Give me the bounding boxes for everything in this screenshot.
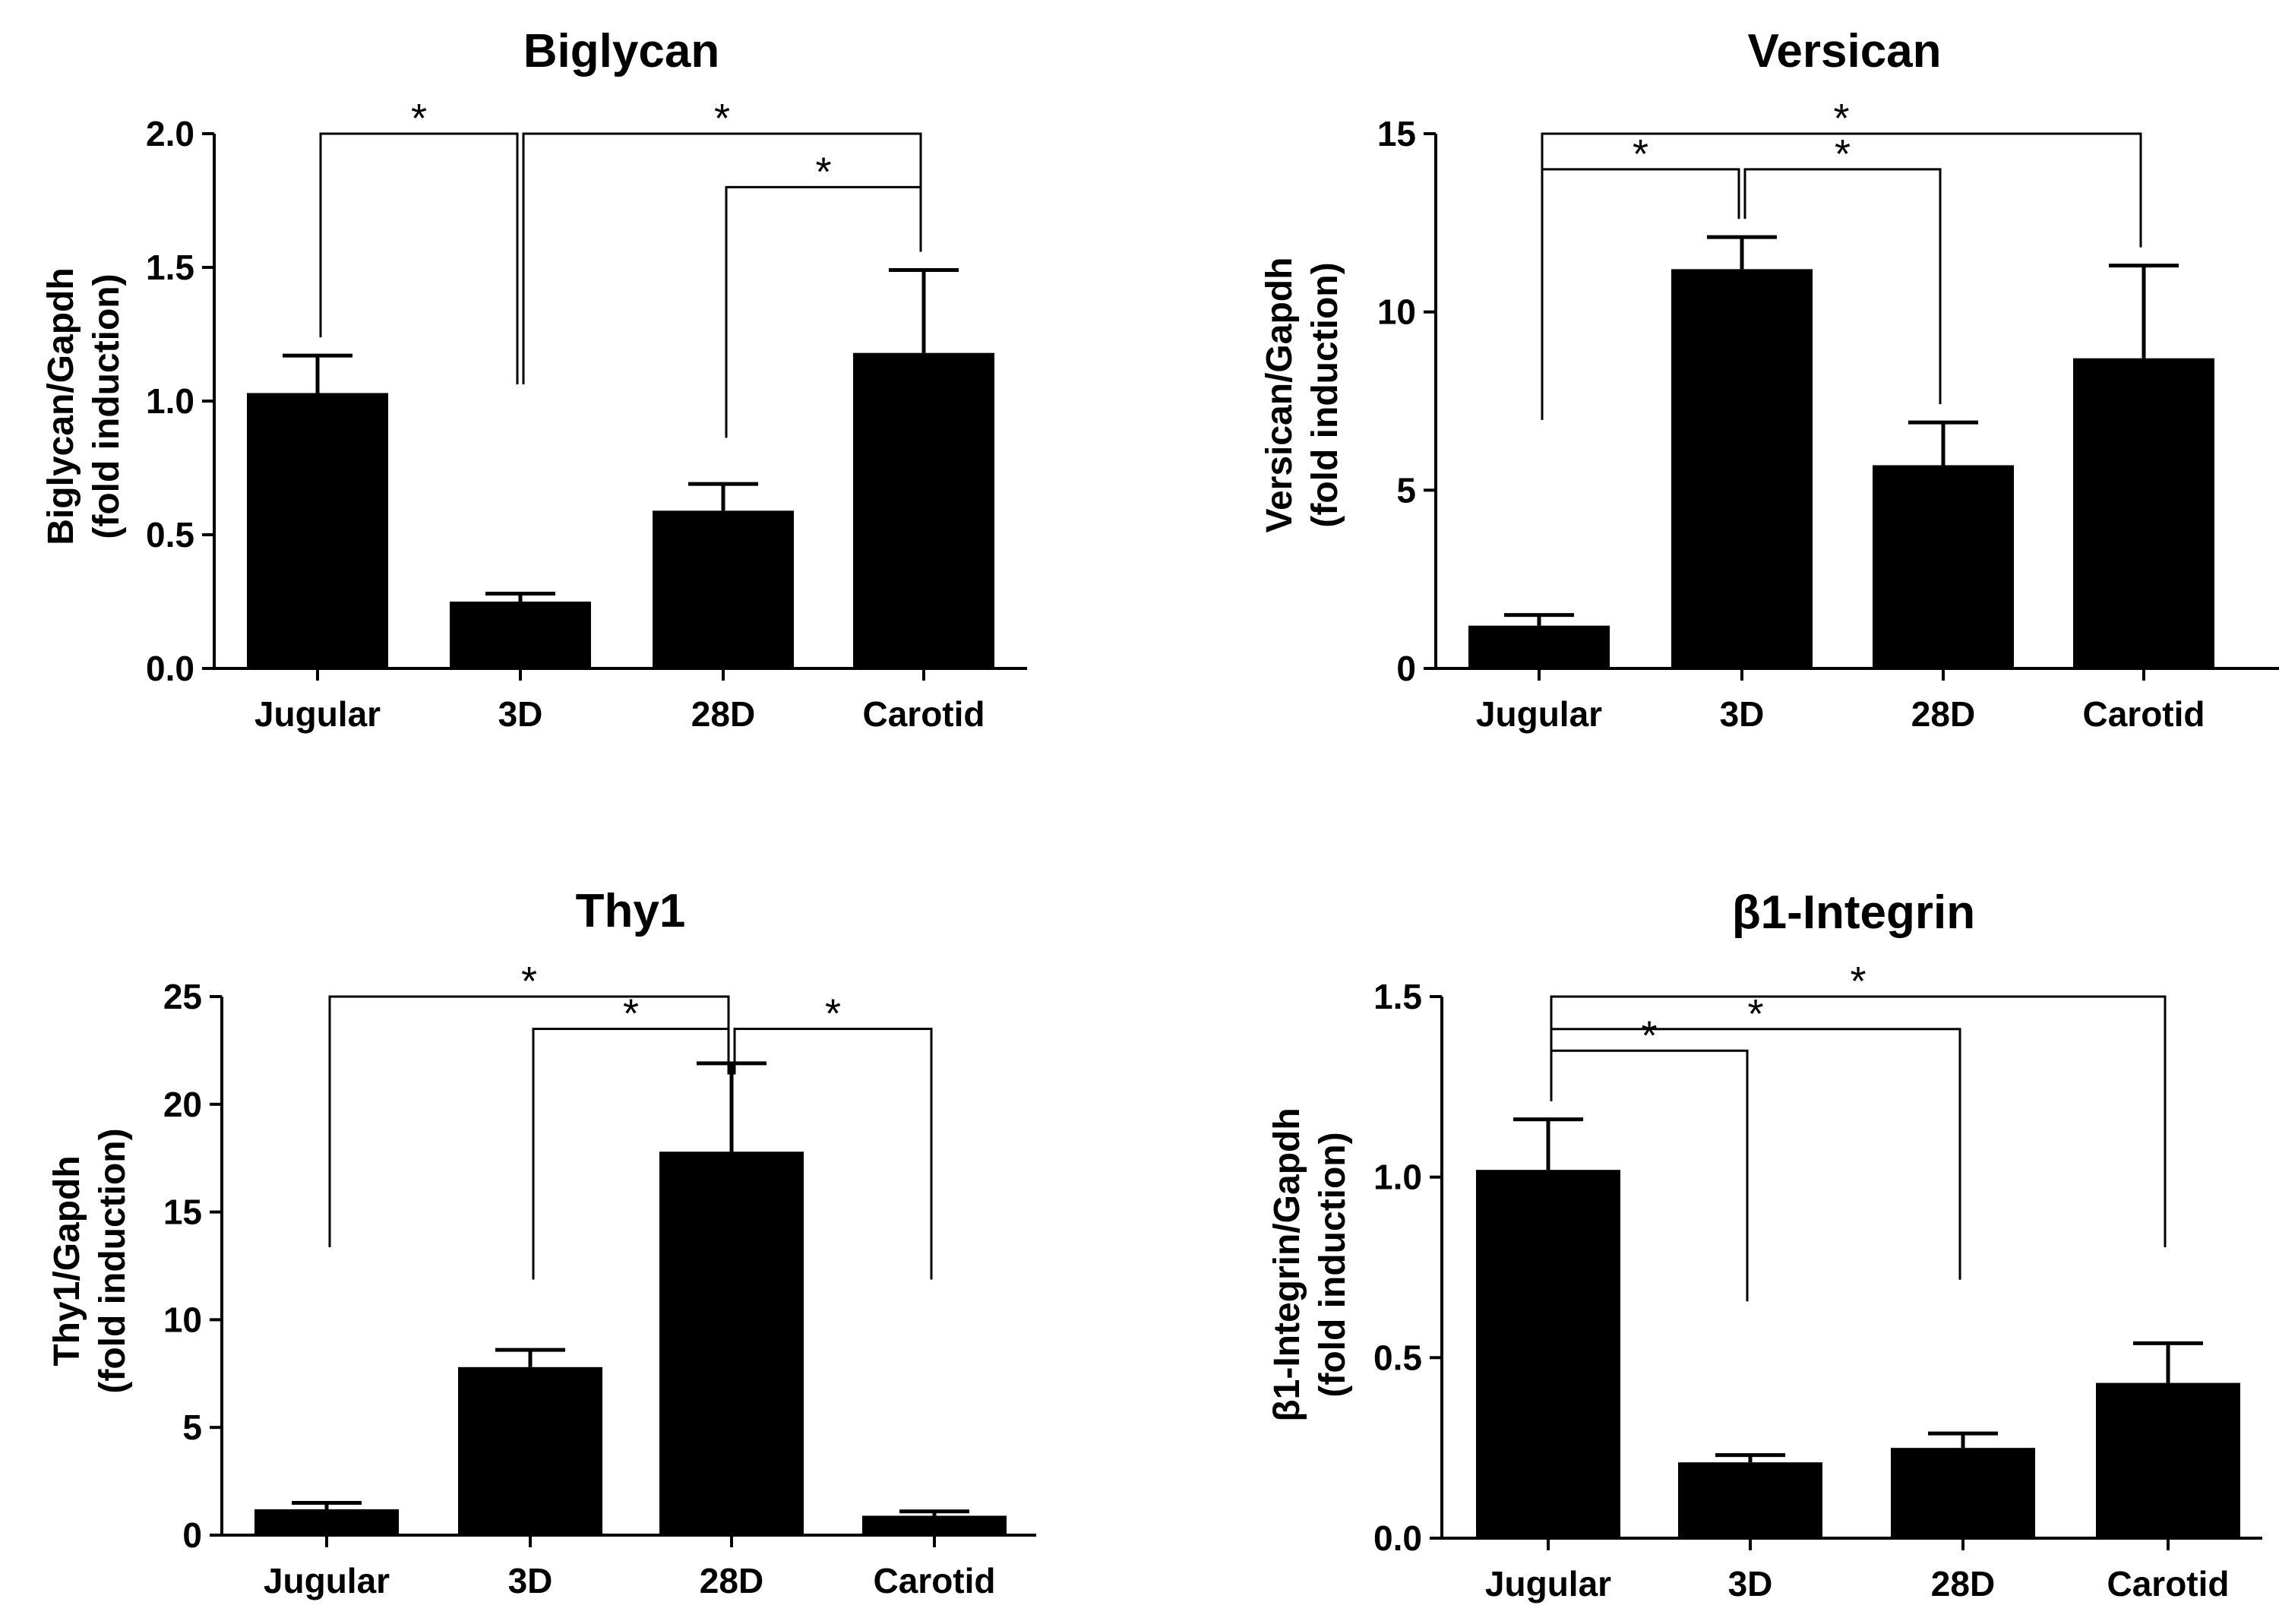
bar-jugular bbox=[1468, 625, 1610, 668]
y-tick-label: 1.5 bbox=[1373, 977, 1422, 1016]
x-tick-label: Carotid bbox=[2107, 1564, 2230, 1603]
y-tick-label: 25 bbox=[163, 977, 202, 1016]
x-tick-label: Carotid bbox=[874, 1561, 996, 1600]
bar-jugular bbox=[254, 1509, 399, 1535]
significance-bracket bbox=[328, 995, 730, 1247]
significance-star: * bbox=[1835, 131, 1851, 177]
x-tick-label: 3D bbox=[498, 694, 543, 734]
y-axis-label-line2: (fold induction) bbox=[1313, 1132, 1353, 1397]
bar-28d bbox=[1873, 465, 2014, 668]
y-tick-label: 20 bbox=[163, 1085, 202, 1124]
y-tick-label: 0.0 bbox=[1373, 1518, 1422, 1558]
y-tick-label: 0 bbox=[182, 1515, 202, 1555]
plot-area: 0 5 10 15 20 25 Jugular 3D 28D Carotid * * * bbox=[163, 959, 1036, 1600]
chart-versican: Versican Versican/Gapdh (fold induction)… bbox=[1260, 25, 2279, 734]
y-axis-label-line2: (fold induction) bbox=[87, 273, 127, 539]
y-tick-label: 0.5 bbox=[1373, 1338, 1422, 1377]
x-tick-label: Jugular bbox=[254, 694, 381, 734]
y-tick-label: 1.0 bbox=[146, 381, 194, 421]
bar-28d bbox=[659, 1152, 804, 1535]
chart-title: Versican bbox=[1747, 25, 1941, 77]
significance-star: * bbox=[1633, 131, 1648, 177]
y-tick-label: 15 bbox=[1377, 114, 1416, 153]
x-tick-label: Carotid bbox=[863, 694, 985, 734]
x-tick-label: 3D bbox=[508, 1561, 553, 1600]
chart-beta1-integrin: β1-Integrin β1-Integrin/Gapdh (fold indu… bbox=[1267, 886, 2262, 1603]
bar-3d bbox=[458, 1366, 602, 1535]
significance-bracket bbox=[1550, 1049, 1749, 1302]
y-tick-label: 0.0 bbox=[146, 649, 194, 688]
y-tick-label: 15 bbox=[163, 1193, 202, 1232]
x-tick-label: 3D bbox=[1720, 694, 1765, 734]
chart-title: Biglycan bbox=[523, 25, 719, 77]
bar-jugular bbox=[247, 393, 388, 668]
y-tick-label: 10 bbox=[163, 1300, 202, 1339]
chart-thy1: Thy1 Thy1/Gapdh (fold induction) 0 5 10 15 2… bbox=[47, 885, 1036, 1600]
x-tick-label: 28D bbox=[1911, 694, 1975, 734]
y-axis-label-line2: (fold induction) bbox=[93, 1128, 133, 1393]
significance-bracket bbox=[319, 132, 519, 384]
bar-3d bbox=[1678, 1462, 1822, 1538]
y-tick-label: 5 bbox=[1396, 470, 1416, 510]
significance-star: * bbox=[825, 991, 841, 1037]
chart-title: Thy1 bbox=[576, 885, 686, 937]
significance-star: * bbox=[1850, 959, 1866, 1004]
chart-title: β1-Integrin bbox=[1732, 886, 1975, 939]
significance-star: * bbox=[815, 149, 831, 194]
significance-bracket bbox=[1743, 168, 1942, 405]
bar-3d bbox=[1671, 269, 1813, 668]
y-axis-label-line1: Versican/Gapdh bbox=[1260, 258, 1300, 533]
x-tick-label: 28D bbox=[700, 1561, 763, 1600]
chart-biglycan: Biglycan Biglycan/Gapdh (fold induction)… bbox=[41, 25, 1027, 734]
bar-28d bbox=[1891, 1448, 2035, 1538]
x-tick-label: Jugular bbox=[1485, 1564, 1611, 1603]
x-tick-label: 28D bbox=[691, 694, 755, 734]
bar-jugular bbox=[1476, 1170, 1620, 1538]
y-axis-label-line1: β1-Integrin/Gapdh bbox=[1267, 1107, 1307, 1421]
significance-bracket bbox=[733, 1028, 933, 1280]
significance-star: * bbox=[714, 96, 730, 141]
significance-bracket bbox=[1541, 168, 1740, 420]
plot-area: 0.0 0.5 1.0 1.5 2.0 Jugular 3D 28D Carotid * * * bbox=[146, 96, 1027, 734]
significance-star: * bbox=[623, 991, 639, 1037]
x-tick-label: Jugular bbox=[264, 1561, 390, 1600]
x-tick-label: 3D bbox=[1728, 1564, 1773, 1603]
significance-bracket bbox=[725, 185, 922, 438]
y-tick-label: 5 bbox=[182, 1408, 202, 1447]
y-tick-label: 1.5 bbox=[146, 248, 194, 287]
bar-28d bbox=[653, 510, 794, 668]
bar-carotid bbox=[2096, 1382, 2240, 1538]
x-tick-label: Carotid bbox=[2083, 694, 2205, 734]
y-tick-label: 10 bbox=[1377, 292, 1416, 332]
y-tick-label: 0 bbox=[1396, 649, 1416, 688]
bar-carotid bbox=[862, 1515, 1007, 1535]
x-tick-label: Jugular bbox=[1476, 694, 1602, 734]
y-axis-label-line1: Thy1/Gapdh bbox=[47, 1155, 87, 1366]
significance-star: * bbox=[521, 959, 537, 1004]
y-axis-label-line2: (fold induction) bbox=[1305, 262, 1345, 527]
significance-bracket bbox=[532, 1028, 730, 1280]
y-tick-label: 2.0 bbox=[146, 114, 194, 153]
x-tick-label: 28D bbox=[1931, 1564, 1995, 1603]
significance-star: * bbox=[411, 96, 427, 141]
significance-bracket bbox=[522, 132, 922, 384]
y-tick-label: 0.5 bbox=[146, 515, 194, 554]
bar-3d bbox=[450, 602, 591, 668]
y-tick-label: 1.0 bbox=[1373, 1158, 1422, 1197]
bar-carotid bbox=[2073, 358, 2214, 668]
bar-carotid bbox=[853, 352, 994, 668]
plot-area: 0.0 0.5 1.0 1.5 Jugular 3D 28D Carotid * * * bbox=[1373, 959, 2262, 1603]
significance-star: * bbox=[1833, 96, 1849, 141]
y-axis-label-line1: Biglycan/Gapdh bbox=[41, 267, 81, 545]
significance-star: * bbox=[1641, 1013, 1657, 1058]
significance-star: * bbox=[1747, 991, 1763, 1037]
